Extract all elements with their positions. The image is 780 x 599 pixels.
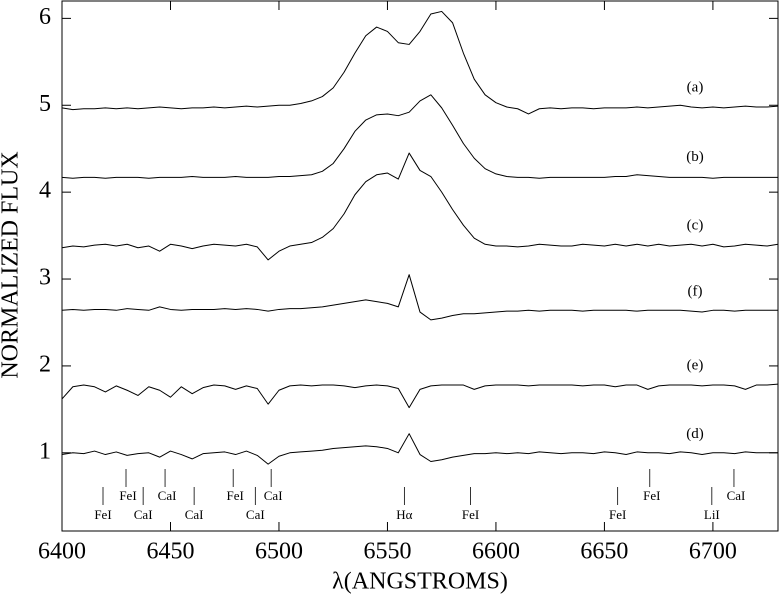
- spectrum-line: [61, 433, 778, 465]
- y-tick-label: 2: [39, 351, 51, 377]
- line-label: FeI: [227, 488, 244, 503]
- line-label: CaI: [246, 507, 265, 522]
- line-label: FeI: [462, 507, 479, 522]
- x-tick-label: 6600: [472, 539, 520, 565]
- y-tick-label: 4: [39, 178, 51, 204]
- x-tick-label: 6700: [689, 539, 737, 565]
- spectrum-line: [61, 10, 779, 115]
- spectrum-line: [61, 94, 778, 179]
- y-tick-label: 3: [39, 265, 51, 291]
- spectrum-line: [61, 152, 779, 261]
- line-label: CaI: [727, 488, 746, 503]
- series-label: (d): [686, 426, 704, 442]
- series-label: (f): [688, 283, 703, 299]
- line-label: FeI: [643, 488, 660, 503]
- series-label: (a): [687, 79, 704, 95]
- spectrum-line: [61, 383, 779, 409]
- series-label: (b): [686, 149, 704, 165]
- spectrum-line: [61, 274, 778, 321]
- line-label: FeI: [609, 507, 626, 522]
- y-tick-label: 1: [39, 438, 51, 464]
- y-axis-title: NORMALIZED FLUX: [0, 151, 24, 378]
- y-tick-label: 5: [39, 91, 51, 117]
- line-label: LiI: [704, 507, 720, 522]
- line-label: CaI: [158, 488, 177, 503]
- x-tick-label: 6400: [38, 539, 86, 565]
- x-tick-label: 6500: [255, 539, 303, 565]
- line-label: CaI: [264, 488, 283, 503]
- line-label: CaI: [134, 507, 153, 522]
- x-tick-label: 6650: [580, 539, 628, 565]
- line-label: Hα: [396, 507, 412, 522]
- series-label: (e): [687, 357, 704, 373]
- x-tick-label: 6550: [363, 539, 411, 565]
- line-label: FeI: [119, 488, 136, 503]
- plot-frame: [61, 0, 779, 532]
- x-tick-label: 6450: [146, 539, 194, 565]
- line-label: FeI: [94, 507, 111, 522]
- x-axis-title: λ(ANGSTROMS): [332, 569, 508, 595]
- series-label: (c): [687, 217, 704, 233]
- y-tick-label: 6: [39, 4, 51, 30]
- line-label: CaI: [185, 507, 204, 522]
